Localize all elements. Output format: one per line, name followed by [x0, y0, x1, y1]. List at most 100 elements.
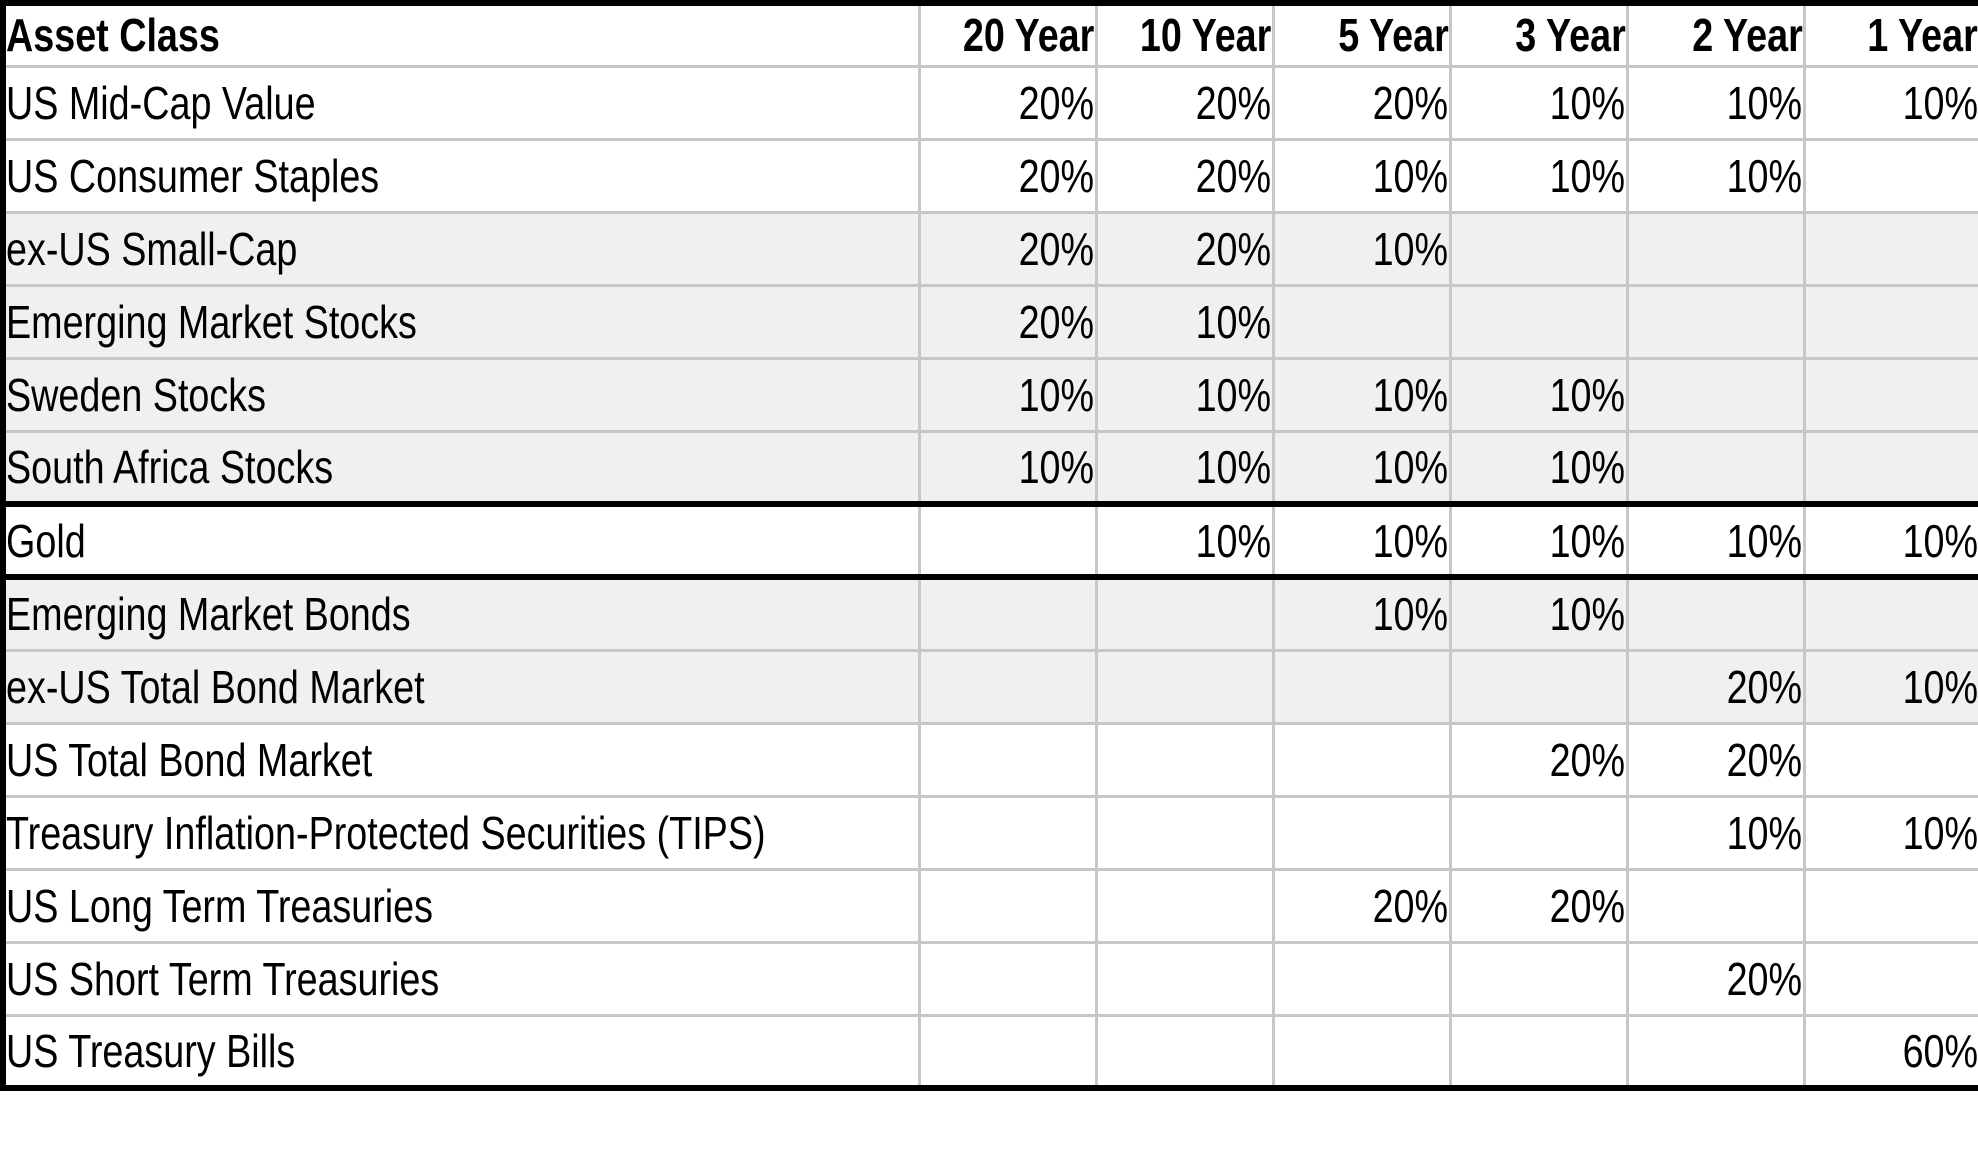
allocation-cell [1448, 940, 1629, 1017]
table-row: ex-US Small-Cap 20% 20% 10% [1, 210, 1978, 287]
table-row: US Treasury Bills 60% [1, 1013, 1978, 1090]
allocation-value: 10% [1726, 514, 1803, 567]
allocation-cell [1802, 356, 1978, 433]
asset-class-label: South Africa Stocks [6, 440, 334, 493]
allocation-cell [917, 501, 1098, 580]
allocation-cell [917, 575, 1098, 652]
allocation-cell [1802, 721, 1978, 798]
allocation-cell [1802, 137, 1978, 214]
allocation-cell: 10% [1448, 356, 1629, 433]
allocation-value: 10% [1902, 76, 1978, 129]
table-row: US Consumer Staples 20% 20% 10% 10% 10% [1, 137, 1978, 214]
table-row: US Long Term Treasuries 20% 20% [1, 867, 1978, 944]
allocation-value: 10% [1549, 76, 1626, 129]
allocation-cell [917, 794, 1098, 871]
allocation-cell [1271, 283, 1452, 360]
allocation-cell: 10% [1448, 64, 1629, 141]
allocation-cell: 20% [917, 283, 1098, 360]
allocation-cell: 10% [1271, 575, 1452, 652]
allocation-cell: 20% [1271, 867, 1452, 944]
table-row: US Total Bond Market 20% 20% [1, 721, 1978, 798]
allocation-cell [917, 721, 1098, 798]
allocation-cell: 10% [1271, 210, 1452, 287]
allocation-value: 20% [1372, 879, 1449, 932]
column-header-20-year: 20 Year [917, 1, 1098, 68]
allocation-cell: 10% [1802, 794, 1978, 871]
column-header-10-year: 10 Year [1094, 1, 1275, 68]
table-row: South Africa Stocks 10% 10% 10% 10% [1, 429, 1978, 506]
asset-class-cell: ex-US Total Bond Market [1, 648, 921, 725]
allocation-cell: 10% [917, 356, 1098, 433]
allocation-cell: 20% [917, 210, 1098, 287]
allocation-cell: 10% [1625, 794, 1806, 871]
allocation-value: 20% [1018, 295, 1095, 348]
allocation-cell [1094, 575, 1275, 652]
asset-class-cell: US Total Bond Market [1, 721, 921, 798]
allocation-value: 10% [1372, 440, 1449, 493]
asset-class-label: US Long Term Treasuries [6, 879, 433, 932]
allocation-value: 10% [1726, 806, 1803, 859]
allocation-cell: 10% [1625, 137, 1806, 214]
allocation-value: 20% [1549, 733, 1626, 786]
allocation-cell [1094, 648, 1275, 725]
allocation-value: 20% [1018, 76, 1095, 129]
allocation-cell [1802, 283, 1978, 360]
allocation-cell: 20% [1625, 721, 1806, 798]
column-header-5-year-label: 5 Year [1338, 9, 1449, 62]
allocation-value: 20% [1726, 660, 1803, 713]
allocation-value: 10% [1018, 440, 1095, 493]
allocation-cell [1094, 1013, 1275, 1090]
asset-class-label: US Total Bond Market [6, 733, 373, 786]
allocation-cell [1802, 867, 1978, 944]
allocation-cell [1802, 429, 1978, 506]
asset-class-cell: US Consumer Staples [1, 137, 921, 214]
allocation-cell [1625, 575, 1806, 652]
allocation-value: 10% [1372, 588, 1449, 641]
allocation-cell [1625, 429, 1806, 506]
allocation-cell: 20% [1094, 64, 1275, 141]
asset-allocation-table-body: US Mid-Cap Value 20% 20% 20% 10% 10% 10% US Con… [1, 64, 1978, 1090]
allocation-cell [1094, 867, 1275, 944]
asset-class-label: Emerging Market Stocks [6, 295, 417, 348]
allocation-value: 10% [1372, 149, 1449, 202]
asset-class-label: ex-US Total Bond Market [6, 660, 425, 713]
asset-class-label: Emerging Market Bonds [6, 588, 411, 641]
asset-class-cell: US Long Term Treasuries [1, 867, 921, 944]
allocation-cell: 20% [1625, 648, 1806, 725]
allocation-cell: 10% [1094, 283, 1275, 360]
asset-class-cell: Treasury Inflation-Protected Securities … [1, 794, 921, 871]
allocation-value: 10% [1726, 76, 1803, 129]
allocation-cell: 10% [917, 429, 1098, 506]
allocation-cell [1625, 283, 1806, 360]
table-row: Emerging Market Stocks 20% 10% [1, 283, 1978, 360]
allocation-value: 10% [1195, 440, 1272, 493]
allocation-cell [1448, 794, 1629, 871]
allocation-cell: 10% [1271, 501, 1452, 580]
allocation-value: 10% [1902, 660, 1978, 713]
allocation-cell: 10% [1448, 429, 1629, 506]
asset-class-cell: Emerging Market Stocks [1, 283, 921, 360]
allocation-cell: 20% [1094, 137, 1275, 214]
allocation-value: 10% [1018, 368, 1095, 421]
allocation-cell: 60% [1802, 1013, 1978, 1090]
allocation-cell: 20% [1448, 867, 1629, 944]
allocation-value: 20% [1195, 76, 1272, 129]
allocation-cell [1271, 721, 1452, 798]
allocation-cell: 10% [1802, 648, 1978, 725]
allocation-value: 10% [1549, 440, 1626, 493]
table-row: Gold 10% 10% 10% 10% 10% [1, 501, 1978, 580]
column-header-2-year-label: 2 Year [1692, 9, 1803, 62]
allocation-cell [1271, 648, 1452, 725]
asset-allocation-table: Asset Class 20 Year 10 Year 5 Year 3 Yea… [0, 0, 1978, 1091]
allocation-cell: 20% [1448, 721, 1629, 798]
asset-class-cell: South Africa Stocks [1, 429, 921, 506]
allocation-value: 60% [1902, 1024, 1978, 1077]
column-header-10-year-label: 10 Year [1140, 9, 1272, 62]
allocation-cell: 10% [1802, 64, 1978, 141]
allocation-value: 20% [1372, 76, 1449, 129]
allocation-value: 10% [1549, 514, 1626, 567]
allocation-cell: 10% [1271, 429, 1452, 506]
allocation-value: 10% [1726, 149, 1803, 202]
allocation-value: 10% [1549, 149, 1626, 202]
